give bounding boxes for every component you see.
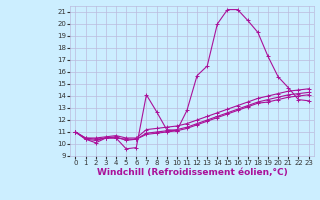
X-axis label: Windchill (Refroidissement éolien,°C): Windchill (Refroidissement éolien,°C) — [97, 168, 287, 177]
